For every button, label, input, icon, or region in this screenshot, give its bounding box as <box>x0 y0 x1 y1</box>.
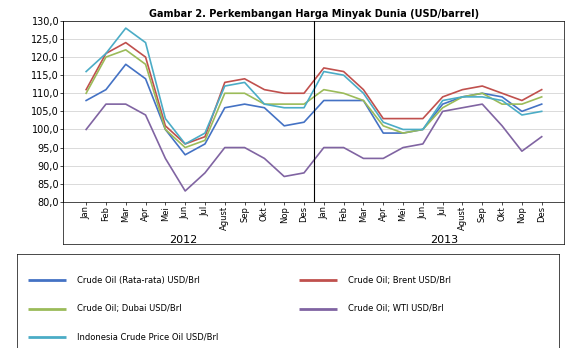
Text: Crude Oil; Brent USD/Brl: Crude Oil; Brent USD/Brl <box>347 276 450 285</box>
Text: 2013: 2013 <box>431 235 458 245</box>
Text: Crude Oil; WTI USD/Brl: Crude Oil; WTI USD/Brl <box>347 304 443 313</box>
Text: Indonesia Crude Price Oil USD/Brl: Indonesia Crude Price Oil USD/Brl <box>77 332 218 341</box>
Text: Crude Oil; Dubai USD/Brl: Crude Oil; Dubai USD/Brl <box>77 304 181 313</box>
Text: Crude Oil (Rata-rata) USD/Brl: Crude Oil (Rata-rata) USD/Brl <box>77 276 200 285</box>
Text: 2012: 2012 <box>169 235 198 245</box>
Title: Gambar 2. Perkembangan Harga Minyak Dunia (USD/barrel): Gambar 2. Perkembangan Harga Minyak Duni… <box>149 9 479 19</box>
